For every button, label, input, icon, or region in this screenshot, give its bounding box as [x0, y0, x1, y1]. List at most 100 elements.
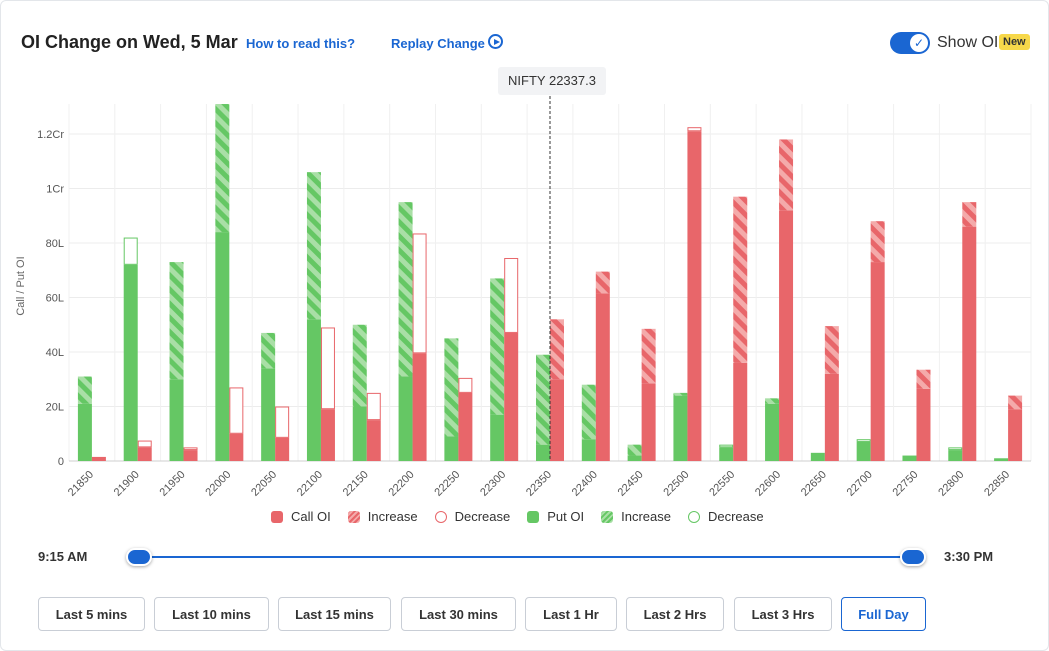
legend-item: Increase — [601, 509, 671, 524]
put-increase-bar — [581, 384, 596, 440]
x-tick-label: 22200 — [387, 469, 417, 499]
legend-item: Call OI — [271, 509, 331, 524]
put-increase-bar — [765, 398, 780, 404]
legend-item: Put OI — [527, 509, 584, 524]
how-to-read-link[interactable]: How to read this? — [246, 36, 356, 51]
legend-swatch — [527, 510, 540, 523]
legend-label: Increase — [367, 509, 418, 524]
legend-item: Decrease — [687, 509, 764, 524]
call-increase-bar — [641, 328, 656, 384]
legend-swatch — [601, 510, 614, 523]
call-decrease-bar — [137, 440, 152, 448]
call-decrease-bar — [687, 127, 702, 132]
x-tick-label: 22500 — [661, 469, 691, 499]
put-oi-bar — [581, 439, 596, 461]
put-increase-bar — [306, 172, 321, 320]
put-increase-bar — [536, 354, 550, 445]
call-increase-bar — [779, 139, 794, 211]
x-tick-label: 22600 — [753, 469, 783, 499]
put-oi-bar — [306, 319, 321, 461]
legend-label: Decrease — [707, 509, 764, 524]
put-increase-bar — [444, 338, 459, 437]
legend-swatch — [271, 510, 283, 523]
call-decrease-bar — [275, 406, 290, 438]
put-oi-bar — [123, 264, 138, 461]
time-range-button[interactable]: Last 15 mins — [278, 597, 391, 631]
x-tick-label: 22050 — [249, 469, 279, 499]
call-oi-bar — [229, 433, 244, 461]
legend-item: Increase — [347, 509, 418, 524]
legend-swatch — [434, 510, 447, 523]
put-oi-bar — [536, 444, 550, 461]
put-oi-bar — [77, 403, 92, 461]
call-decrease-bar — [183, 447, 198, 451]
call-oi-bar — [595, 293, 610, 461]
x-tick-label: 22650 — [799, 469, 829, 499]
call-decrease-bar — [504, 257, 519, 333]
page-title: OI Change on Wed, 5 Mar — [21, 32, 238, 52]
time-range-button[interactable]: Last 3 Hrs — [734, 597, 832, 631]
put-oi-bar — [856, 441, 871, 461]
y-tick-label: 80L — [46, 238, 64, 250]
call-increase-bar — [550, 319, 564, 380]
put-oi-bar — [490, 414, 505, 461]
oi-bar-chart: 0 20L 40L 60L 80L 1Cr 1.2Cr Call / Put OI 21850 2… — [15, 96, 1032, 499]
slider-end-label: 3:30 PM — [944, 549, 994, 564]
time-slider-end-handle[interactable] — [900, 548, 926, 566]
legend-swatch — [687, 510, 700, 523]
call-increase-bar — [1008, 395, 1023, 410]
time-range-button[interactable]: Last 10 mins — [154, 597, 269, 631]
show-oi-toggle[interactable]: ✓ — [890, 32, 930, 54]
call-decrease-bar — [412, 233, 427, 354]
put-oi-bar — [673, 395, 688, 461]
put-oi-bar — [765, 403, 780, 461]
y-tick-label: 20L — [46, 402, 64, 414]
call-oi-bar — [779, 210, 794, 461]
put-oi-bar — [627, 455, 642, 461]
call-oi-bar — [687, 131, 702, 461]
put-increase-bar — [490, 278, 505, 415]
put-increase-bar — [673, 392, 688, 396]
y-tick-label: 0 — [58, 456, 64, 468]
x-tick-label: 22750 — [890, 469, 920, 499]
y-tick-label: 40L — [46, 347, 64, 359]
play-circle-icon[interactable] — [488, 34, 503, 49]
call-decrease-bar — [320, 327, 335, 410]
x-tick-label: 22400 — [570, 469, 600, 499]
time-slider-track[interactable] — [138, 556, 913, 558]
x-tick-label: 22550 — [707, 469, 737, 499]
call-increase-bar — [824, 326, 839, 374]
put-oi-bar — [352, 406, 367, 461]
x-tick-label: 22850 — [982, 469, 1012, 499]
x-tick-label: 22700 — [845, 469, 875, 499]
call-decrease-bar — [458, 377, 473, 393]
put-oi-bar — [719, 447, 734, 461]
put-increase-bar — [627, 444, 642, 456]
put-oi-bar — [994, 458, 1009, 461]
call-increase-bar — [595, 271, 610, 294]
time-range-button[interactable]: Last 30 mins — [401, 597, 516, 631]
time-range-button[interactable]: Full Day — [841, 597, 926, 631]
put-increase-bar — [398, 202, 413, 377]
time-range-button[interactable]: Last 2 Hrs — [626, 597, 724, 631]
chart-legend: Call OI Increase Decrease Put OI Increase Dec… — [271, 509, 781, 524]
put-oi-bar — [902, 455, 917, 461]
x-tick-label: 22100 — [295, 469, 325, 499]
put-decrease-bar — [856, 439, 871, 442]
time-range-button[interactable]: Last 5 mins — [38, 597, 145, 631]
y-tick-label: 1.2Cr — [37, 129, 64, 141]
call-oi-bar — [641, 383, 656, 461]
time-slider-start-handle[interactable] — [126, 548, 152, 566]
put-oi-bar — [444, 436, 459, 461]
call-oi-bar — [504, 332, 519, 461]
call-increase-bar — [962, 202, 977, 227]
time-range-button[interactable]: Last 1 Hr — [525, 597, 617, 631]
legend-label: Decrease — [454, 509, 511, 524]
show-oi-label: Show OI — [937, 34, 999, 51]
put-oi-bar — [948, 450, 963, 461]
put-oi-bar — [169, 379, 184, 461]
replay-change-link[interactable]: Replay Change — [391, 36, 485, 51]
x-tick-label: 22450 — [616, 469, 646, 499]
slider-start-label: 9:15 AM — [38, 549, 88, 564]
